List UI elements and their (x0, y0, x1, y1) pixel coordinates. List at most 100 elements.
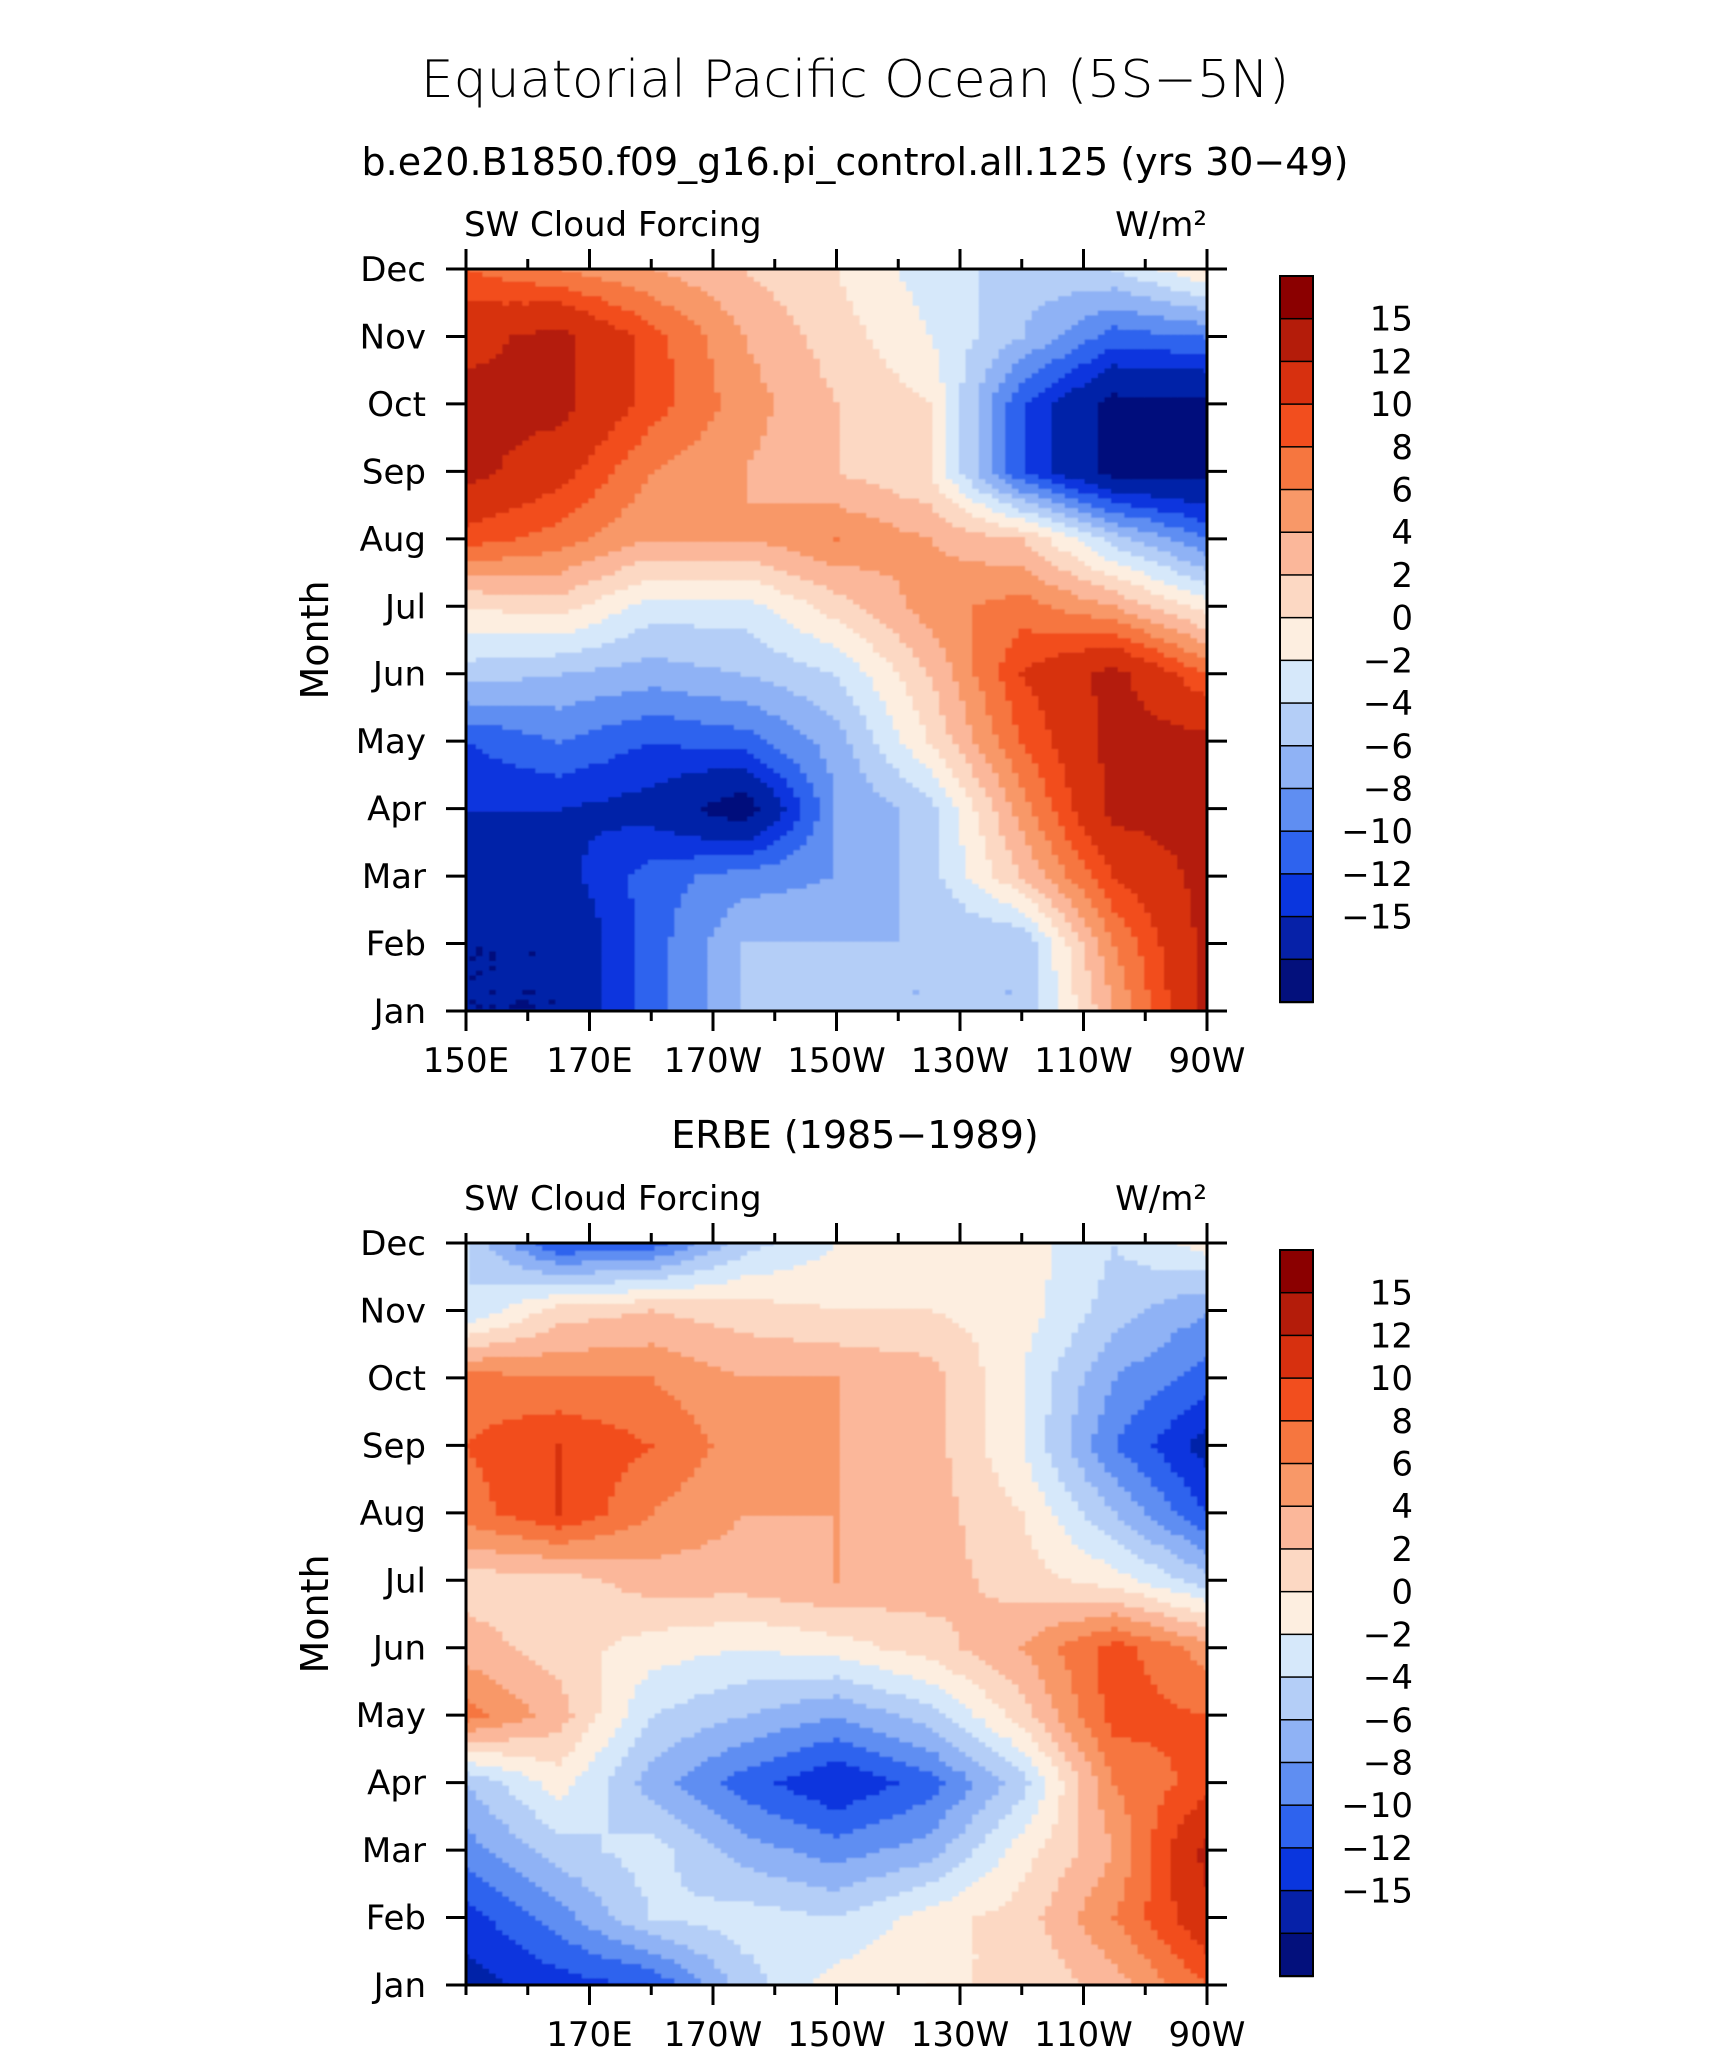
heatmap-cell (972, 965, 980, 971)
heatmap-cell (555, 998, 563, 1005)
heatmap-cell (654, 994, 662, 1000)
heatmap-cell (475, 989, 484, 995)
heatmap-cell (509, 1003, 517, 1010)
heatmap-cell (985, 839, 993, 846)
heatmap-cell (608, 902, 616, 909)
heatmap-cell (846, 974, 854, 981)
heatmap-cell (925, 960, 934, 966)
heatmap-cell (647, 989, 656, 995)
heatmap-cell (588, 796, 596, 803)
heatmap-cell (733, 849, 742, 856)
heatmap-cell (482, 974, 490, 981)
heatmap-cell (866, 945, 874, 952)
heatmap-cell (800, 883, 808, 889)
heatmap-cell (515, 897, 523, 904)
heatmap-cell (489, 974, 497, 981)
heatmap-cell (1177, 835, 1185, 841)
heatmap-cell (595, 839, 603, 846)
heatmap-cell (542, 868, 550, 875)
heatmap-cell (925, 820, 934, 827)
heatmap-cell (1051, 994, 1059, 1000)
heatmap-cell (925, 806, 934, 812)
heatmap-cell (687, 820, 695, 827)
heatmap-cell (535, 796, 543, 803)
heatmap-cell (886, 835, 894, 841)
heatmap-cell (1137, 912, 1145, 918)
heatmap-cell (475, 998, 484, 1005)
heatmap-cell (886, 955, 894, 962)
heatmap-cell (509, 912, 517, 918)
heatmap-cell (601, 970, 609, 976)
heatmap-cell (892, 994, 900, 1000)
heatmap-cell (1084, 984, 1092, 990)
heatmap-cell (905, 902, 914, 909)
heatmap-cell (641, 994, 649, 1000)
heatmap-cell (1011, 806, 1020, 812)
heatmap-cell (1150, 984, 1158, 990)
heatmap-cell (1111, 868, 1119, 875)
heatmap-cell (740, 931, 748, 937)
heatmap-cell (687, 801, 695, 807)
heatmap-cell (601, 936, 609, 942)
heatmap-cell (1177, 806, 1185, 812)
heatmap-cell (978, 931, 986, 937)
heatmap-cell (985, 984, 993, 990)
heatmap-cell (1025, 917, 1033, 923)
heatmap-cell (892, 1003, 900, 1010)
heatmap-cell (1170, 883, 1178, 889)
heatmap-cell (1111, 936, 1119, 942)
heatmap-cell (767, 945, 775, 952)
heatmap-cell (1031, 801, 1039, 807)
heatmap-cell (700, 1003, 709, 1010)
heatmap-cell (925, 825, 934, 831)
heatmap-cell (700, 950, 709, 957)
heatmap-cell (1091, 921, 1099, 928)
heatmap-cell (1164, 950, 1172, 957)
heatmap-cell (905, 873, 914, 880)
heatmap-cell (998, 926, 1006, 933)
heatmap-cell (1097, 854, 1106, 860)
heatmap-cell (595, 907, 603, 913)
heatmap-cell (1018, 950, 1026, 957)
heatmap-cell (905, 839, 914, 846)
heatmap-cell (853, 965, 861, 971)
heatmap-cell (767, 912, 775, 918)
heatmap-cell (886, 926, 894, 933)
heatmap-cell (760, 844, 768, 851)
heatmap-cell (760, 979, 768, 986)
heatmap-cell (595, 820, 603, 827)
heatmap-cell (588, 998, 596, 1005)
heatmap-cell (674, 868, 682, 875)
heatmap-cell (595, 921, 603, 928)
heatmap-cell (912, 854, 920, 860)
heatmap-cell (872, 897, 881, 904)
heatmap-cell (1025, 830, 1033, 836)
heatmap-cell (1157, 907, 1165, 913)
heatmap-cell (1117, 994, 1125, 1000)
heatmap-cell (628, 945, 636, 952)
heatmap-cell (614, 868, 623, 875)
heatmap-cell (899, 931, 907, 937)
heatmap-cell (1084, 965, 1092, 971)
heatmap-cell (892, 864, 900, 870)
heatmap-cell (581, 941, 589, 947)
heatmap-cell (687, 844, 695, 851)
heatmap-cell (614, 801, 623, 807)
heatmap-cell (1111, 825, 1119, 831)
heatmap-cell (555, 873, 563, 880)
heatmap-cell (674, 936, 682, 942)
heatmap-cell (1104, 815, 1112, 822)
heatmap-cell (998, 854, 1006, 860)
heatmap-cell (466, 854, 470, 860)
heatmap-cell (641, 998, 649, 1005)
heatmap-cell (780, 849, 788, 856)
heatmap-cell (872, 806, 881, 812)
heatmap-cell (687, 902, 695, 909)
heatmap-cell (1058, 994, 1066, 1000)
heatmap-cell (800, 917, 808, 923)
heatmap-cell (952, 970, 960, 976)
heatmap-cell (925, 907, 934, 913)
heatmap-cell (780, 965, 788, 971)
heatmap-cell (1091, 859, 1099, 865)
heatmap-cell (905, 998, 914, 1005)
